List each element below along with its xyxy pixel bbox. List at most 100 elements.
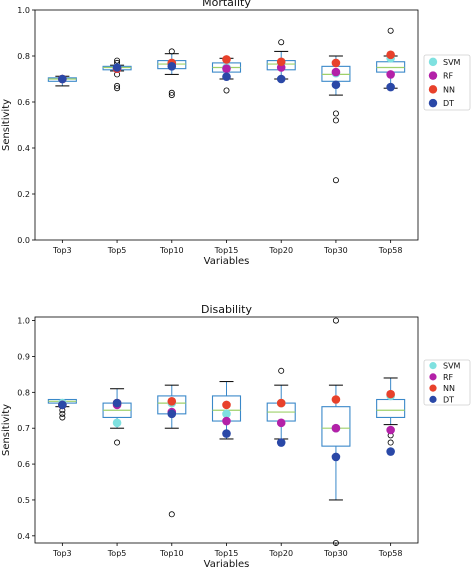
chart-title: Mortality [202, 0, 251, 9]
panel-mortality: Mortality 0.0 0.2 0.4 0.6 0.8 1.0 Top3 Top5 Top10… [1, 0, 471, 267]
x-tick-label: Top58 [378, 246, 403, 255]
marker-dt [167, 409, 177, 419]
x-tick-label: Top20 [268, 246, 293, 255]
y-tick-label: 1.0 [17, 317, 30, 326]
y-tick-label: 0.0 [17, 236, 30, 245]
box-top5 [102, 388, 132, 446]
outlier-point [168, 48, 175, 55]
outlier-point [59, 410, 66, 417]
marker-nn [167, 397, 177, 406]
marker-rf [386, 425, 395, 435]
marker-nn [222, 55, 231, 64]
outlier-point [59, 414, 66, 421]
marker-nn [331, 58, 341, 68]
box-top5 [102, 57, 132, 92]
legend-marker-rf [429, 373, 437, 381]
outlier-point [168, 92, 175, 99]
marker-dt [112, 63, 122, 72]
legend-label: NN [443, 384, 455, 393]
legend-marker-svm [429, 362, 437, 370]
x-axis-label: Variables [204, 559, 250, 567]
outlier-point [332, 110, 339, 117]
marker-svm [112, 418, 122, 428]
x-tick-label: Top5 [107, 549, 127, 558]
y-tick-label: 0.4 [17, 144, 30, 153]
y-tick-label: 0.2 [17, 190, 30, 199]
legend-marker-nn [429, 384, 437, 392]
x-tick-label: Top5 [107, 246, 127, 255]
outlier-point [332, 117, 339, 124]
x-axis-label: Variables [204, 256, 250, 267]
legend-marker-dt [429, 395, 437, 403]
marker-dt [58, 400, 67, 410]
marker-rf [386, 70, 395, 79]
legend-label: SVM [443, 58, 461, 67]
marker-svm [222, 409, 231, 419]
legend-label: RF [443, 373, 454, 382]
legend-label: DT [443, 99, 454, 108]
box-body [321, 406, 351, 447]
legend-frame [423, 54, 471, 111]
marker-rf [222, 64, 231, 73]
marker-dt [331, 80, 341, 90]
legend-label: RF [443, 72, 454, 81]
y-tick-label: 1.0 [17, 6, 30, 15]
marker-nn [386, 50, 395, 60]
marker-rf [331, 67, 341, 77]
legend-marker-rf [428, 71, 438, 80]
legend-marker-svm [428, 57, 438, 67]
outlier-point [332, 177, 339, 184]
marker-nn [276, 57, 286, 67]
outlier-point [168, 89, 175, 96]
y-axis-label: Sensitivity [1, 404, 12, 456]
y-tick-label: 0.6 [17, 460, 30, 469]
marker-rf [276, 418, 286, 428]
marker-dt [276, 438, 286, 447]
outlier-point [387, 27, 394, 34]
legend-frame [423, 359, 471, 406]
y-tick-label: 0.9 [17, 352, 30, 361]
y-axis-label: Sensitivity [1, 99, 12, 151]
x-tick-label: Top15 [214, 549, 239, 558]
outlier-point [387, 439, 394, 446]
marker-nn [386, 389, 395, 399]
outlier-point [114, 85, 121, 92]
legend: SVM RF NN DT [423, 54, 471, 111]
box-body [376, 398, 406, 418]
y-tick-label: 0.6 [17, 98, 30, 107]
x-tick-label: Top10 [159, 549, 184, 558]
y-tick-label: 0.8 [17, 52, 30, 61]
legend-label: NN [443, 85, 455, 94]
outlier-point [223, 87, 230, 94]
marker-nn [331, 395, 341, 404]
x-tick-label: Top3 [52, 549, 72, 558]
y-tick-label: 0.7 [17, 424, 30, 433]
x-tick-label: Top30 [323, 246, 348, 255]
x-tick-label: Top30 [323, 549, 348, 558]
plot-frame [34, 9, 419, 241]
marker-rf [222, 416, 231, 426]
marker-dt [331, 452, 341, 462]
outlier-point [168, 511, 175, 518]
outlier-point [332, 317, 339, 324]
marker-nn [276, 398, 286, 408]
outlier-point [332, 540, 339, 547]
marker-dt [167, 62, 177, 71]
x-tick-label: Top20 [268, 549, 293, 558]
marker-dt [276, 74, 286, 84]
marker-dt [386, 82, 395, 92]
outlier-point [278, 367, 285, 374]
outlier-point [278, 39, 285, 46]
x-tick-label: Top10 [159, 246, 184, 255]
legend-label: SVM [443, 362, 461, 371]
marker-rf [331, 423, 341, 433]
y-tick-label: 0.5 [17, 496, 30, 505]
y-tick-label: 0.8 [17, 388, 30, 397]
box-top58 [376, 377, 406, 446]
marker-nn [222, 400, 231, 410]
marker-dt [222, 72, 231, 81]
marker-dt [386, 447, 395, 456]
marker-dt [222, 429, 231, 438]
x-tick-label: Top3 [52, 246, 72, 255]
marker-dt [112, 398, 122, 408]
